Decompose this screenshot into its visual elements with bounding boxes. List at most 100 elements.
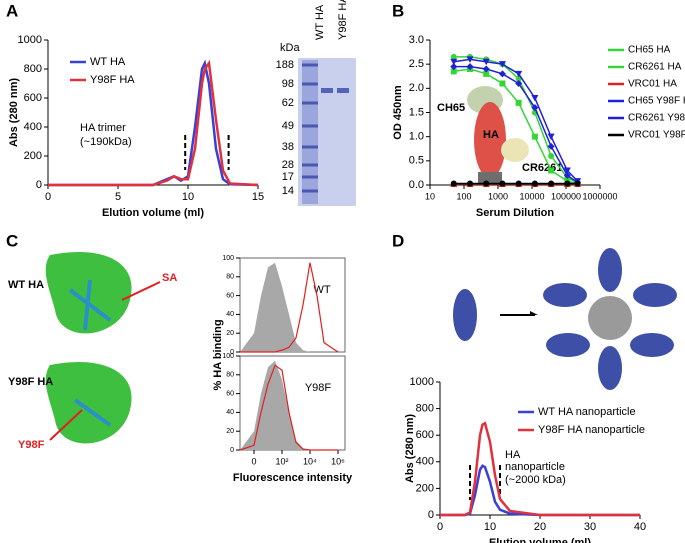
core (588, 296, 632, 340)
antibody-structure (467, 86, 529, 184)
annotation: CH65 (437, 102, 465, 114)
x-axis-label: Elution volume (ml) (102, 207, 204, 219)
y-axis-label: Abs (280 nm) (404, 414, 416, 483)
gel-unit: kDa (280, 42, 300, 54)
y-tick-label: 0 (230, 349, 234, 356)
x-tick-label: 10 (425, 191, 435, 201)
y-tick-label: 1000 (18, 34, 42, 46)
y-tick-label: 800 (416, 403, 434, 415)
structure-label: Y98F HA (8, 376, 53, 388)
marker (548, 167, 555, 174)
legend-label: WT HA (90, 56, 126, 68)
marker (515, 99, 522, 106)
annotation: (~2000 kDa) (505, 474, 566, 486)
y-tick-label: 2.0 (409, 82, 424, 94)
x-tick-label: 10 (484, 521, 496, 533)
marker (531, 95, 539, 102)
fab (501, 138, 529, 162)
annotation: HA (483, 129, 499, 141)
x-tick-label: 40 (634, 521, 646, 533)
lane-label: WT HA (314, 4, 326, 40)
annotation: HA trimer (80, 122, 126, 134)
legend-label: WT HA nanoparticle (538, 406, 636, 418)
marker (483, 70, 490, 77)
series-line (440, 421, 640, 517)
x-tick-label: 0 (251, 456, 256, 466)
legend-label: VRC01 Y98F HA (628, 130, 685, 141)
x-tick-label: 0 (45, 191, 51, 203)
marker (498, 70, 506, 78)
x-axis-label: Fluorescence intensity (233, 472, 353, 484)
gel-marker-label: 98 (282, 78, 294, 90)
marker (483, 180, 490, 187)
marker (499, 180, 506, 187)
y-tick-label: 20 (226, 428, 234, 435)
ladder-lane (302, 60, 318, 204)
y-tick-label: 400 (24, 121, 42, 133)
marker (547, 142, 555, 150)
legend-label: CH65 Y98F HA (628, 96, 685, 107)
arrowhead (530, 311, 538, 315)
band (337, 88, 349, 93)
marker (482, 65, 490, 73)
y-tick-label: 100 (222, 255, 234, 262)
y-tick-label: 60 (226, 292, 234, 299)
y-axis-label: OD 450nm (392, 85, 404, 140)
histogram-line (239, 364, 338, 451)
ladder-band (302, 63, 318, 67)
y-tick-label: 80 (226, 274, 234, 281)
x-tick-label: 15 (252, 191, 264, 203)
x-axis-label: Serum Dilution (476, 207, 555, 219)
y-tick-label: 40 (226, 409, 234, 416)
arrow (49, 409, 83, 441)
nanoparticle-image (453, 248, 677, 390)
marker (482, 58, 490, 66)
gel-marker-label: 38 (282, 141, 294, 153)
site-label: Y98F (18, 439, 45, 451)
trimer (453, 289, 477, 341)
x-tick-label: 20 (534, 521, 546, 533)
legend-label: CR6261 Y98F HA (628, 113, 685, 124)
ladder-band (302, 175, 318, 179)
y-tick-label: 600 (416, 429, 434, 441)
ladder-band (302, 189, 318, 193)
marker (531, 104, 539, 112)
marker (548, 180, 555, 187)
marker (450, 68, 457, 75)
plot-label: WT (313, 284, 330, 296)
y-tick-label: 0 (230, 447, 234, 454)
marker (450, 63, 458, 71)
marker (531, 133, 538, 140)
ladder-band (302, 101, 318, 105)
y-tick-label: 2.5 (409, 58, 424, 70)
histogram-fill (240, 262, 338, 352)
arrow (121, 281, 161, 301)
marker (515, 180, 522, 187)
marker (563, 167, 571, 174)
marker (574, 180, 581, 187)
y-tick-label: 100 (222, 353, 234, 360)
y-tick-label: 800 (24, 63, 42, 75)
site-label: SA (162, 272, 177, 284)
marker (563, 171, 571, 179)
residue (73, 398, 112, 427)
x-tick-label: 10 (182, 191, 194, 203)
y-tick-label: 0 (36, 179, 42, 191)
gel-marker-label: 17 (282, 171, 294, 183)
band (321, 88, 333, 93)
panel-label: D (392, 231, 404, 250)
marker (547, 133, 555, 141)
y-tick-label: 600 (24, 92, 42, 104)
gel-marker-label: 188 (276, 59, 294, 71)
y-tick-label: 0.0 (409, 179, 424, 191)
residue (68, 279, 112, 331)
marker (499, 80, 506, 87)
legend-label: CH65 HA (628, 45, 671, 56)
gel-marker-label: 62 (282, 97, 294, 109)
y-tick-label: 3.0 (409, 34, 424, 46)
x-tick-label: 100 (456, 191, 471, 201)
x-tick-label: 100000 (551, 191, 581, 201)
y-tick-label: 400 (416, 456, 434, 468)
y-axis-label: Abs (280 nm) (8, 78, 20, 147)
y-tick-label: 60 (226, 390, 234, 397)
